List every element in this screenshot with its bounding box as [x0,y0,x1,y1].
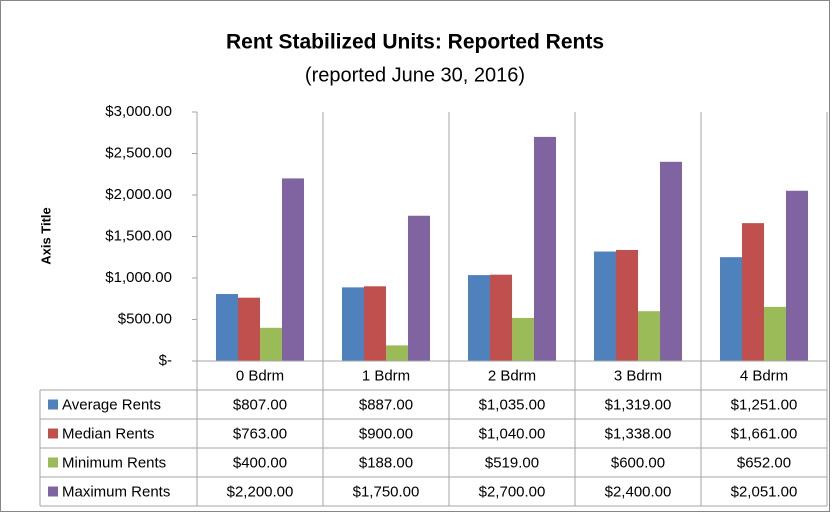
table-value: $2,700.00 [479,483,546,500]
table-value: $2,400.00 [605,483,672,500]
bar [616,249,638,361]
table-value: $652.00 [737,454,791,471]
bar [720,257,742,361]
x-tick-label: 1 Bdrm [362,367,410,384]
table-value: $2,200.00 [227,483,294,500]
y-tick-label: $2,500.00 [105,144,172,161]
table-value: $519.00 [485,454,539,471]
bar [742,223,764,361]
legend-label: Median Rents [62,425,155,442]
table-value: $1,035.00 [479,396,546,413]
table-value: $1,750.00 [353,483,420,500]
legend-label: Minimum Rents [62,454,166,471]
bar [342,287,364,361]
chart-subtitle: (reported June 30, 2016) [305,64,525,86]
bar [216,294,238,361]
table-value: $600.00 [611,454,665,471]
x-tick-label: 3 Bdrm [614,367,662,384]
y-tick-label: $3,000.00 [105,103,172,120]
table-value: $2,051.00 [731,483,798,500]
bar [490,274,512,361]
legend-label: Average Rents [62,396,161,413]
table-value: $900.00 [359,425,413,442]
bar [260,327,282,361]
table-value: $887.00 [359,396,413,413]
x-tick-label: 0 Bdrm [236,367,284,384]
table-value: $188.00 [359,454,413,471]
table-value: $1,040.00 [479,425,546,442]
table-value: $1,661.00 [731,425,798,442]
y-axis-title: Axis Title [38,207,53,265]
chart-title: Rent Stabilized Units: Reported Rents [226,31,604,54]
legend-label: Maximum Rents [62,483,170,500]
table-value: $807.00 [233,396,287,413]
bar [764,306,786,361]
table-value: $1,319.00 [605,396,672,413]
y-tick-label: $2,000.00 [105,186,172,203]
table-value: $1,338.00 [605,425,672,442]
y-tick-label: $500.00 [118,310,172,327]
table-value: $763.00 [233,425,287,442]
table-value: $400.00 [233,454,287,471]
table-value: $1,251.00 [731,396,798,413]
bar [468,275,490,361]
bar [638,311,660,361]
bar [660,161,682,361]
y-tick-label: $1,000.00 [105,269,172,286]
x-tick-label: 2 Bdrm [488,367,536,384]
legend-key [48,486,58,497]
bar [386,345,408,361]
y-tick-label: $1,500.00 [105,227,172,244]
legend-key [48,428,58,439]
bar [282,178,304,361]
bar [238,297,260,361]
bar [512,317,534,361]
legend-key [48,457,58,468]
bar [534,136,556,361]
bar [594,251,616,361]
bar [786,190,808,361]
y-tick-label: $- [159,352,172,369]
x-tick-label: 4 Bdrm [740,367,788,384]
legend-key [48,399,58,410]
bar [408,215,430,361]
bar [364,286,386,361]
